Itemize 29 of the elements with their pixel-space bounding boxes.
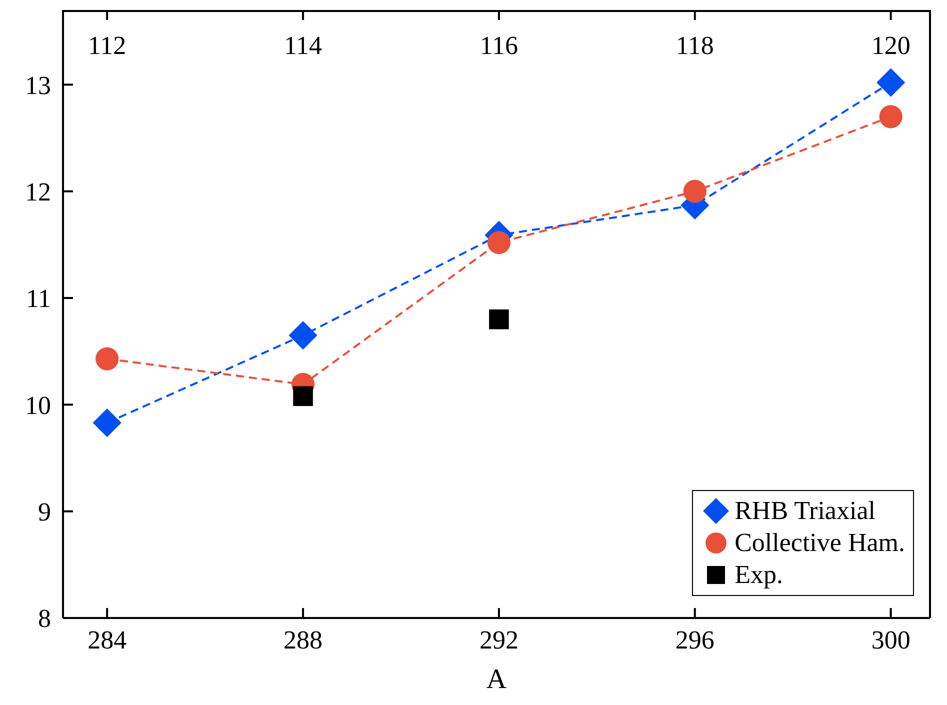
y-tick-label: 13 xyxy=(25,70,51,100)
point xyxy=(96,347,119,370)
point xyxy=(92,408,122,438)
x-axis-title: A xyxy=(486,664,508,695)
point xyxy=(879,105,902,128)
x-tick-label: 296 xyxy=(675,625,714,654)
x-tick-label: 300 xyxy=(871,625,910,654)
point xyxy=(489,309,509,330)
point xyxy=(683,180,706,203)
point xyxy=(288,321,318,350)
y-tick-label: 11 xyxy=(26,284,51,314)
x-tick-label: 288 xyxy=(284,625,323,654)
y-tick-label: 12 xyxy=(25,178,51,207)
x2-tick-label: 114 xyxy=(284,31,322,60)
x-tick-label: 292 xyxy=(479,625,518,654)
legend-label: Exp. xyxy=(734,560,783,590)
x2-tick-label: 116 xyxy=(480,31,518,60)
x2-tick-label: 118 xyxy=(676,31,714,60)
x2-tick-label: 112 xyxy=(88,31,126,60)
point xyxy=(487,230,510,254)
y-tick-label: 10 xyxy=(25,390,51,420)
y-tick-label: 9 xyxy=(38,498,51,527)
point xyxy=(876,68,906,97)
legend-label: RHB Triaxial xyxy=(734,496,876,526)
legend-label: Collective Ham. xyxy=(734,528,905,558)
point xyxy=(293,386,313,406)
x-tick-label: 284 xyxy=(88,625,127,654)
y-tick-label: 8 xyxy=(38,604,51,634)
x2-tick-label: 120 xyxy=(871,31,910,60)
